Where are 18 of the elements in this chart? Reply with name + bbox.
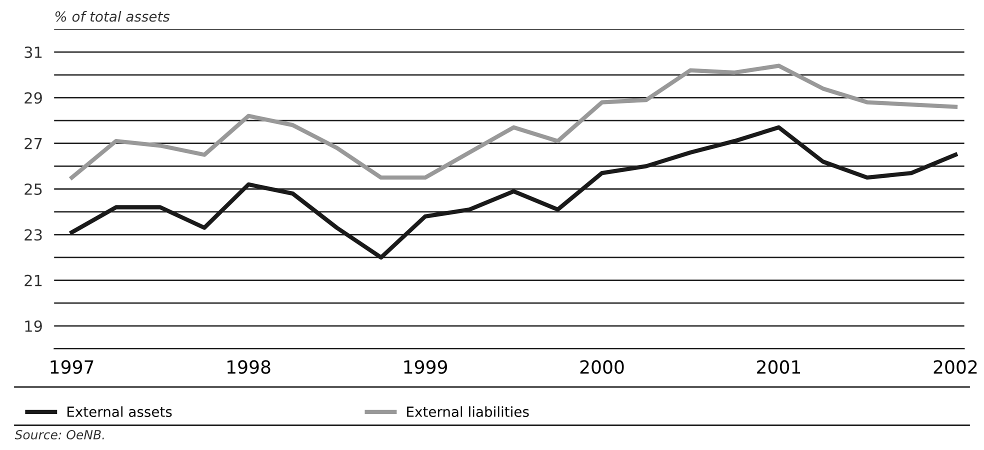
y-tick-label: 29 xyxy=(24,92,42,104)
y-tick-label: 27 xyxy=(24,138,42,150)
x-tick-label: 2000 xyxy=(580,360,624,374)
x-tick-label: 2002 xyxy=(934,360,977,374)
x-tick-label: 1999 xyxy=(404,360,447,374)
line-series xyxy=(70,64,958,180)
legend-label: External liabilities xyxy=(407,406,529,417)
y-tick-label: 19 xyxy=(25,320,42,332)
y-tick-label: 21 xyxy=(24,274,42,286)
y-tick-label: 31 xyxy=(24,46,42,58)
x-tick-label: 2001 xyxy=(757,360,800,374)
x-tick-label: 1997 xyxy=(50,360,94,374)
y-axis-title: % of total assets xyxy=(55,11,170,22)
source-note: Source: OeNB. xyxy=(14,430,104,440)
y-tick-label: 23 xyxy=(24,229,42,241)
x-tick-label: 1998 xyxy=(228,360,270,374)
legend-label: External assets xyxy=(68,406,172,417)
y-tick-label: 25 xyxy=(24,183,42,196)
